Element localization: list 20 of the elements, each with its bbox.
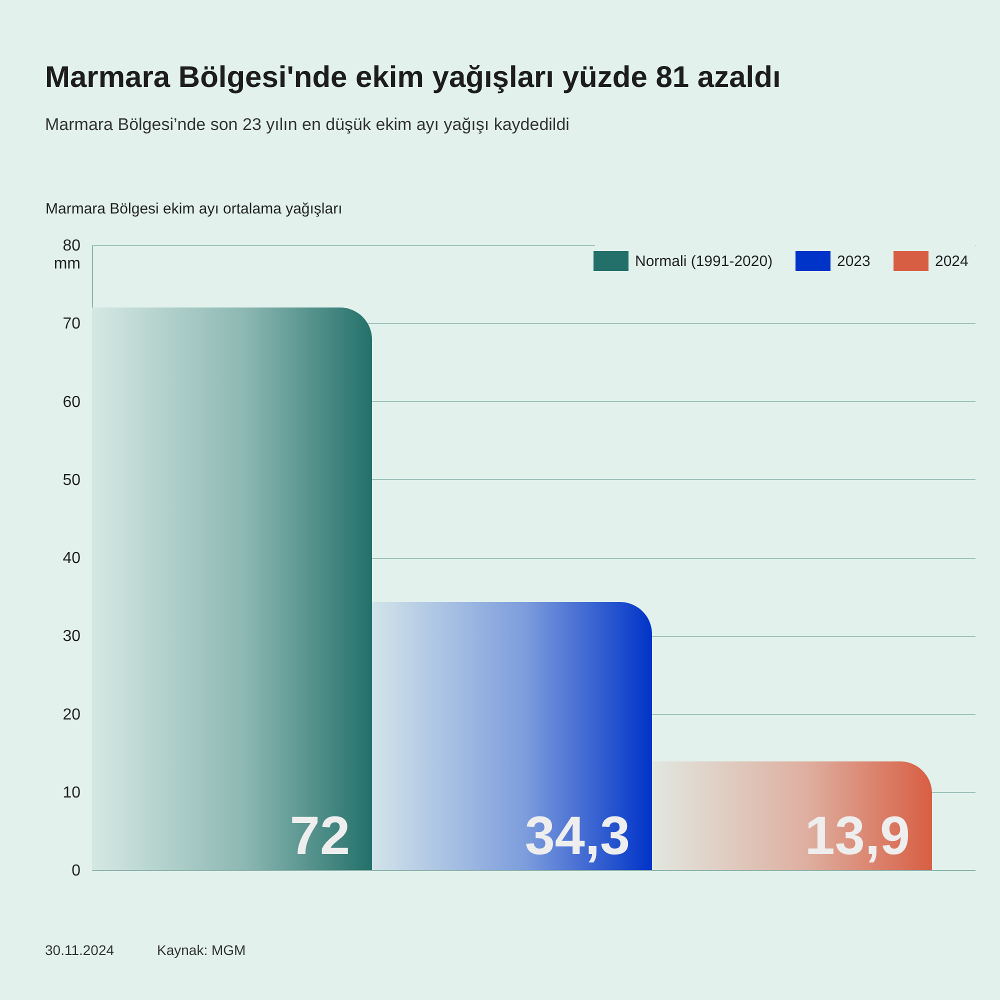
y-tick-label: 30 xyxy=(62,628,81,646)
data-label: 13,9 xyxy=(804,806,910,866)
text: 30.11.2024 xyxy=(45,942,114,958)
data-label: 34,3 xyxy=(524,806,630,866)
y-tick-label: 50 xyxy=(62,472,81,489)
y-tick-label: 20 xyxy=(62,706,81,724)
chart-subtitle: Marmara Bölgesi’nde son 23 yılın en düşük ekim ayı yağışı kaydedildi xyxy=(45,115,570,134)
y-tick-label: 80 mm xyxy=(54,238,81,272)
y-tick-label: 0 xyxy=(72,862,81,880)
chart-title: Marmara Bölgesi'nde ekim yağışları yüzde 81 azaldı xyxy=(45,61,781,94)
text: Kaynak: MGM xyxy=(157,942,246,958)
legend-label: 2023 xyxy=(837,253,870,270)
y-axis-title: Marmara Bölgesi ekim ayı ortalama yağışları xyxy=(46,200,342,218)
legend-label: Normali (1991-2020) xyxy=(635,253,773,270)
legend-label: 2024 xyxy=(935,253,968,270)
y-tick-label: 10 xyxy=(62,784,81,802)
y-tick-label: 70 xyxy=(62,316,81,333)
y-tick-label: 60 xyxy=(62,394,81,411)
y-tick-label: 40 xyxy=(62,550,81,567)
data-label: 72 xyxy=(290,806,350,866)
